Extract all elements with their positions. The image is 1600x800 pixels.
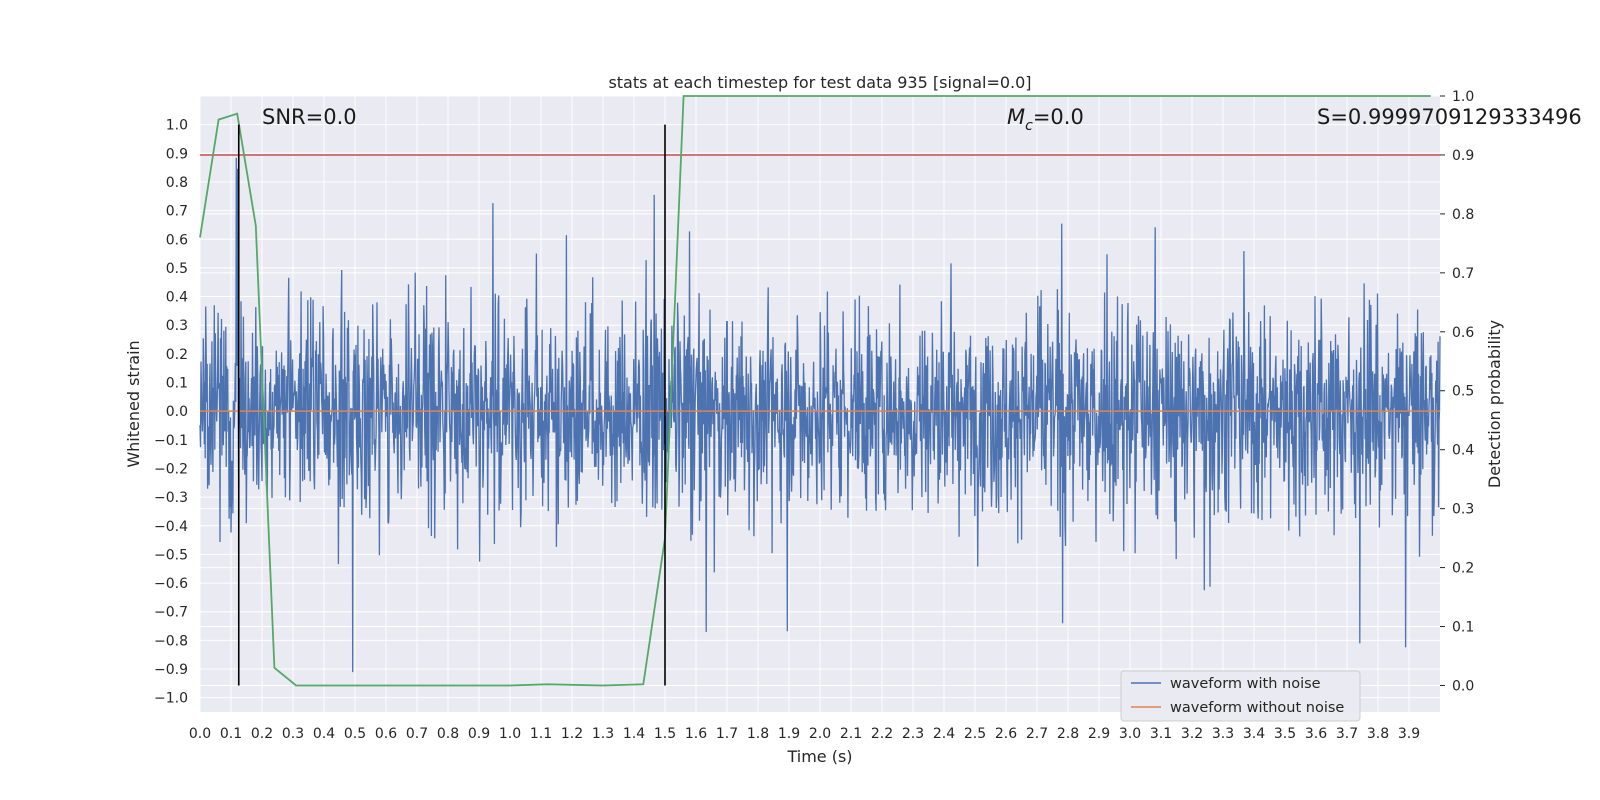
x-tick-label: 2.7 (1026, 726, 1048, 742)
y-tick-label: −0.7 (154, 605, 188, 621)
x-tick-label: 2.6 (995, 726, 1017, 742)
y-tick-label: 0.4 (166, 290, 188, 306)
y-tick-label: 0.0 (166, 404, 188, 420)
y-tick-label: 1.0 (166, 118, 188, 134)
y-tick-label: −1.0 (154, 691, 188, 707)
x-tick-label: 2.8 (1057, 726, 1079, 742)
series-waveform-with-noise (199, 157, 1441, 673)
x-axis-label: Time (s) (786, 747, 852, 766)
x-tick-label: 2.4 (933, 726, 955, 742)
x-tick-label: 1.3 (592, 726, 614, 742)
y-tick-label: −0.2 (154, 461, 188, 477)
x-tick-label: 3.1 (1150, 726, 1172, 742)
y2-tick-label: 0.2 (1452, 561, 1474, 577)
y-axis-label: Whitened strain (124, 340, 143, 467)
series-lines (199, 95, 1440, 687)
chirp-mass-symbol: M (1007, 105, 1025, 129)
y-tick-label: −0.5 (154, 547, 188, 563)
chart-title: stats at each timestep for test data 935… (608, 73, 1031, 92)
y-tick-label: 0.3 (166, 318, 188, 334)
x-tick-label: 1.1 (530, 726, 552, 742)
x-tick-label: 3.6 (1305, 726, 1327, 742)
y-tick-label: 0.5 (166, 261, 188, 277)
x-tick-label: 0.7 (406, 726, 428, 742)
snr-annotation: SNR=0.0 (262, 105, 357, 129)
y-tick-label: 0.7 (166, 204, 188, 220)
x-tick-label: 0.1 (220, 726, 242, 742)
y-axis-ticks: 1.0 0.9 0.8 0.7 0.6 0.5 0.4 0.3 0.2 0.1 0.0 −0.1 −0.… (154, 118, 188, 707)
y2-axis-label: Detection probability (1485, 320, 1504, 488)
chirp-mass-subscript: c (1025, 118, 1033, 134)
x-tick-label: 2.1 (840, 726, 862, 742)
y-tick-label: −0.4 (154, 519, 188, 535)
x-tick-label: 3.5 (1274, 726, 1296, 742)
x-tick-label: 0.9 (468, 726, 490, 742)
x-tick-label: 2.9 (1088, 726, 1110, 742)
x-tick-label: 3.2 (1181, 726, 1203, 742)
x-tick-label: 1.8 (747, 726, 769, 742)
x-tick-label: 2.2 (871, 726, 893, 742)
x-tick-label: 2.0 (809, 726, 831, 742)
chirp-mass-value: =0.0 (1033, 105, 1084, 129)
y-tick-label: −0.9 (154, 662, 188, 678)
x-tick-label: 0.3 (282, 726, 304, 742)
x-axis-ticks: 0.0 0.1 0.2 0.3 0.4 0.5 0.6 0.7 0.8 0.9 1.0 1.1 1.2 1… (189, 726, 1420, 742)
x-tick-label: 2.3 (902, 726, 924, 742)
x-tick-label: 3.0 (1119, 726, 1141, 742)
x-tick-label: 0.8 (437, 726, 459, 742)
x-tick-label: 1.7 (716, 726, 738, 742)
y-tick-label: 0.9 (166, 146, 188, 162)
x-tick-label: 0.6 (375, 726, 397, 742)
y-tick-label: 0.6 (166, 232, 188, 248)
legend-box (1120, 670, 1361, 722)
y-tick-label: 0.1 (166, 376, 188, 392)
x-tick-label: 1.4 (623, 726, 645, 742)
y2-tick-label: 0.0 (1452, 678, 1474, 694)
x-tick-label: 3.4 (1243, 726, 1265, 742)
x-tick-label: 3.7 (1336, 726, 1358, 742)
y2-tick-label: 0.5 (1452, 384, 1474, 400)
s-annotation: S=0.9999709129333496 (1317, 105, 1582, 129)
x-tick-label: 3.9 (1398, 726, 1420, 742)
y2-tick-label: 0.8 (1452, 207, 1474, 223)
x-tick-label: 0.2 (251, 726, 273, 742)
y2-tick-label: 0.4 (1452, 443, 1474, 459)
x-tick-label: 1.5 (654, 726, 676, 742)
y2-axis-ticks: 1.0 0.9 0.8 0.7 0.6 0.5 0.4 0.3 0.2 0.1 0.0 (1440, 89, 1474, 694)
y-tick-label: −0.8 (154, 633, 188, 649)
legend-label-noise: waveform with noise (1170, 676, 1321, 692)
x-tick-label: 0.4 (313, 726, 335, 742)
x-tick-label: 1.0 (499, 726, 521, 742)
x-tick-label: 3.8 (1367, 726, 1389, 742)
y-tick-label: −0.6 (154, 576, 188, 592)
x-tick-label: 2.5 (964, 726, 986, 742)
y2-tick-label: 0.9 (1452, 148, 1474, 164)
x-tick-label: 1.2 (561, 726, 583, 742)
y2-tick-label: 0.1 (1452, 620, 1474, 636)
x-tick-label: 1.9 (778, 726, 800, 742)
x-tick-label: 0.0 (189, 726, 211, 742)
y-tick-label: −0.1 (154, 433, 188, 449)
noise-path (199, 157, 1441, 673)
legend-label-clean: waveform without noise (1170, 700, 1344, 716)
detection-probability-line (199, 95, 1431, 687)
y2-tick-label: 0.3 (1452, 502, 1474, 518)
x-tick-label: 3.3 (1212, 726, 1234, 742)
x-tick-label: 1.6 (685, 726, 707, 742)
y2-tick-label: 1.0 (1452, 89, 1474, 105)
y-tick-label: 0.2 (166, 347, 188, 363)
y-tick-label: −0.3 (154, 490, 188, 506)
y2-tick-label: 0.7 (1452, 266, 1474, 282)
chirp-mass-annotation: Mc=0.0 (1007, 105, 1084, 134)
y2-tick-label: 0.6 (1452, 325, 1474, 341)
y-tick-label: 0.8 (166, 175, 188, 191)
legend: waveform with noise waveform without noi… (1120, 670, 1361, 722)
x-tick-label: 0.5 (344, 726, 366, 742)
